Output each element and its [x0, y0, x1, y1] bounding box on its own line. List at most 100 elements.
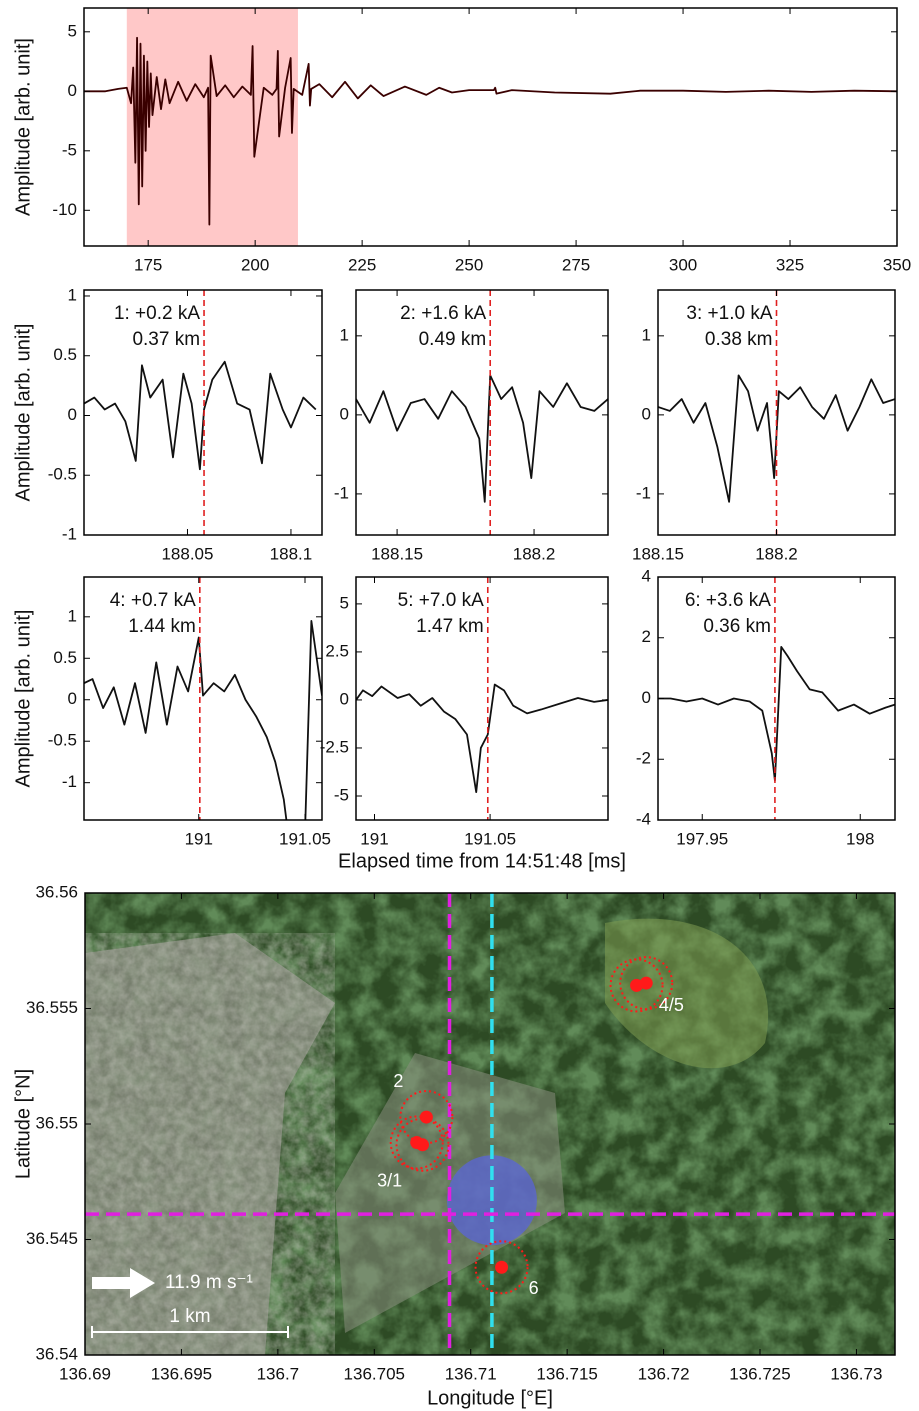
- golf-course: [605, 918, 769, 1069]
- axes-frame: [83, 289, 323, 536]
- x-tick-label: 136.69: [59, 1364, 111, 1383]
- location-uncertainty: [619, 956, 674, 1011]
- y-tick-label: -2.5: [320, 737, 349, 756]
- y-tick-label: -1: [62, 524, 77, 543]
- y-tick-label: -0.5: [48, 465, 77, 484]
- panel-annotation: 0.36 km: [703, 616, 771, 637]
- y-tick-label: -5: [62, 140, 77, 159]
- y-tick-label: 0: [68, 405, 77, 424]
- x-tick-label: 188.1: [270, 544, 313, 563]
- plot-area: [658, 577, 895, 820]
- x-axis-label: Elapsed time from 14:51:48 [ms]: [338, 850, 626, 872]
- wind-label: 11.9 m s⁻¹: [165, 1272, 253, 1293]
- y-tick-label: 4: [642, 566, 651, 585]
- x-tick-label: 188.05: [161, 544, 213, 563]
- plot-area: [84, 8, 897, 246]
- waveform: [84, 620, 322, 820]
- panel-annotation: 3: +1.0 kA: [686, 303, 772, 324]
- x-tick-label: 188.2: [755, 544, 798, 563]
- plot-area: [658, 290, 895, 535]
- y-tick-label: 0.5: [53, 648, 77, 667]
- y-axis-label: Latitude [°N]: [12, 1069, 34, 1179]
- wind-arrow: [92, 1268, 155, 1298]
- location-uncertainty: [395, 1117, 450, 1172]
- y-tick-label: 36.54: [35, 1344, 78, 1363]
- y-tick-label: 1: [68, 606, 77, 625]
- x-tick-label: 250: [455, 255, 483, 274]
- panel-annotation: 1.44 km: [128, 616, 196, 637]
- x-tick-label: 191: [360, 829, 388, 848]
- x-tick-label: 188.2: [513, 544, 556, 563]
- plot-area: [84, 290, 317, 535]
- y-tick-label: -5: [334, 785, 349, 804]
- y-tick-label: 5: [340, 593, 349, 612]
- plot-area: [356, 577, 608, 820]
- waveform: [84, 36, 897, 226]
- stroke-location: [639, 976, 653, 990]
- y-tick-label: 2.5: [325, 641, 349, 660]
- x-tick-label: 275: [562, 255, 590, 274]
- y-tick-label: 5: [68, 21, 77, 40]
- panel-annotation: 0.38 km: [705, 329, 773, 350]
- y-tick-label: 36.545: [26, 1229, 78, 1248]
- waveform: [84, 360, 317, 471]
- x-tick-label: 198: [846, 829, 874, 848]
- stroke-location: [416, 1138, 429, 1152]
- panel-annotation: 2: +1.6 kA: [400, 303, 486, 324]
- axes-frame: [355, 576, 609, 821]
- y-tick-label: -10: [52, 200, 77, 219]
- y-tick-label: 0: [642, 404, 651, 423]
- x-tick-label: 136.7: [257, 1364, 300, 1383]
- y-tick-label: 1: [642, 325, 651, 344]
- y-tick-label: 0.5: [53, 345, 77, 364]
- axes-frame: [83, 576, 323, 821]
- x-tick-label: 325: [776, 255, 804, 274]
- y-tick-label: 1: [68, 285, 77, 304]
- x-tick-label: 225: [348, 255, 376, 274]
- x-tick-label: 188.15: [371, 544, 423, 563]
- location-label: 3/1: [377, 1170, 402, 1190]
- y-axis-label: Amplitude [arb. unit]: [12, 38, 34, 216]
- stroke-location: [495, 1260, 509, 1274]
- highlight-region: [126, 8, 298, 246]
- x-tick-label: 200: [241, 255, 269, 274]
- waveform: [356, 683, 608, 794]
- y-tick-label: 2: [642, 627, 651, 646]
- axes-frame: [355, 289, 609, 536]
- y-tick-label: 1: [340, 325, 349, 344]
- location-label: 6: [529, 1278, 539, 1298]
- y-tick-label: 0: [642, 688, 651, 707]
- x-tick-label: 136.695: [151, 1364, 212, 1383]
- y-tick-label: -0.5: [48, 731, 77, 750]
- x-tick-label: 191: [185, 829, 213, 848]
- panel-annotation: 4: +0.7 kA: [110, 590, 196, 611]
- y-tick-label: -1: [636, 483, 651, 502]
- y-tick-label: 36.555: [26, 998, 78, 1017]
- y-axis-label: Amplitude [arb. unit]: [12, 610, 34, 788]
- x-tick-label: 191.05: [464, 829, 516, 848]
- scale-label: 1 km: [169, 1306, 210, 1327]
- location-uncertainty: [474, 1240, 529, 1295]
- location-label: 2: [393, 1071, 403, 1091]
- x-tick-label: 175: [134, 255, 162, 274]
- x-tick-label: 136.71: [445, 1364, 497, 1383]
- y-tick-label: 0: [340, 404, 349, 423]
- x-tick-label: 136.705: [344, 1364, 405, 1383]
- location-label: 4/5: [659, 995, 684, 1015]
- y-tick-label: -1: [62, 772, 77, 791]
- axes-frame: [657, 576, 896, 821]
- panel-annotation: 1: +0.2 kA: [114, 303, 200, 324]
- x-tick-label: 136.715: [536, 1364, 597, 1383]
- waveform: [356, 374, 608, 503]
- y-tick-label: 0: [68, 81, 77, 100]
- x-tick-label: 191.05: [279, 829, 331, 848]
- y-tick-label: -2: [636, 749, 651, 768]
- x-tick-label: 136.72: [638, 1364, 690, 1383]
- location-uncertainty: [389, 1115, 444, 1170]
- x-tick-label: 188.15: [632, 544, 684, 563]
- waveform: [658, 645, 895, 782]
- y-tick-label: -4: [636, 809, 651, 828]
- panel-annotation: 0.49 km: [419, 329, 487, 350]
